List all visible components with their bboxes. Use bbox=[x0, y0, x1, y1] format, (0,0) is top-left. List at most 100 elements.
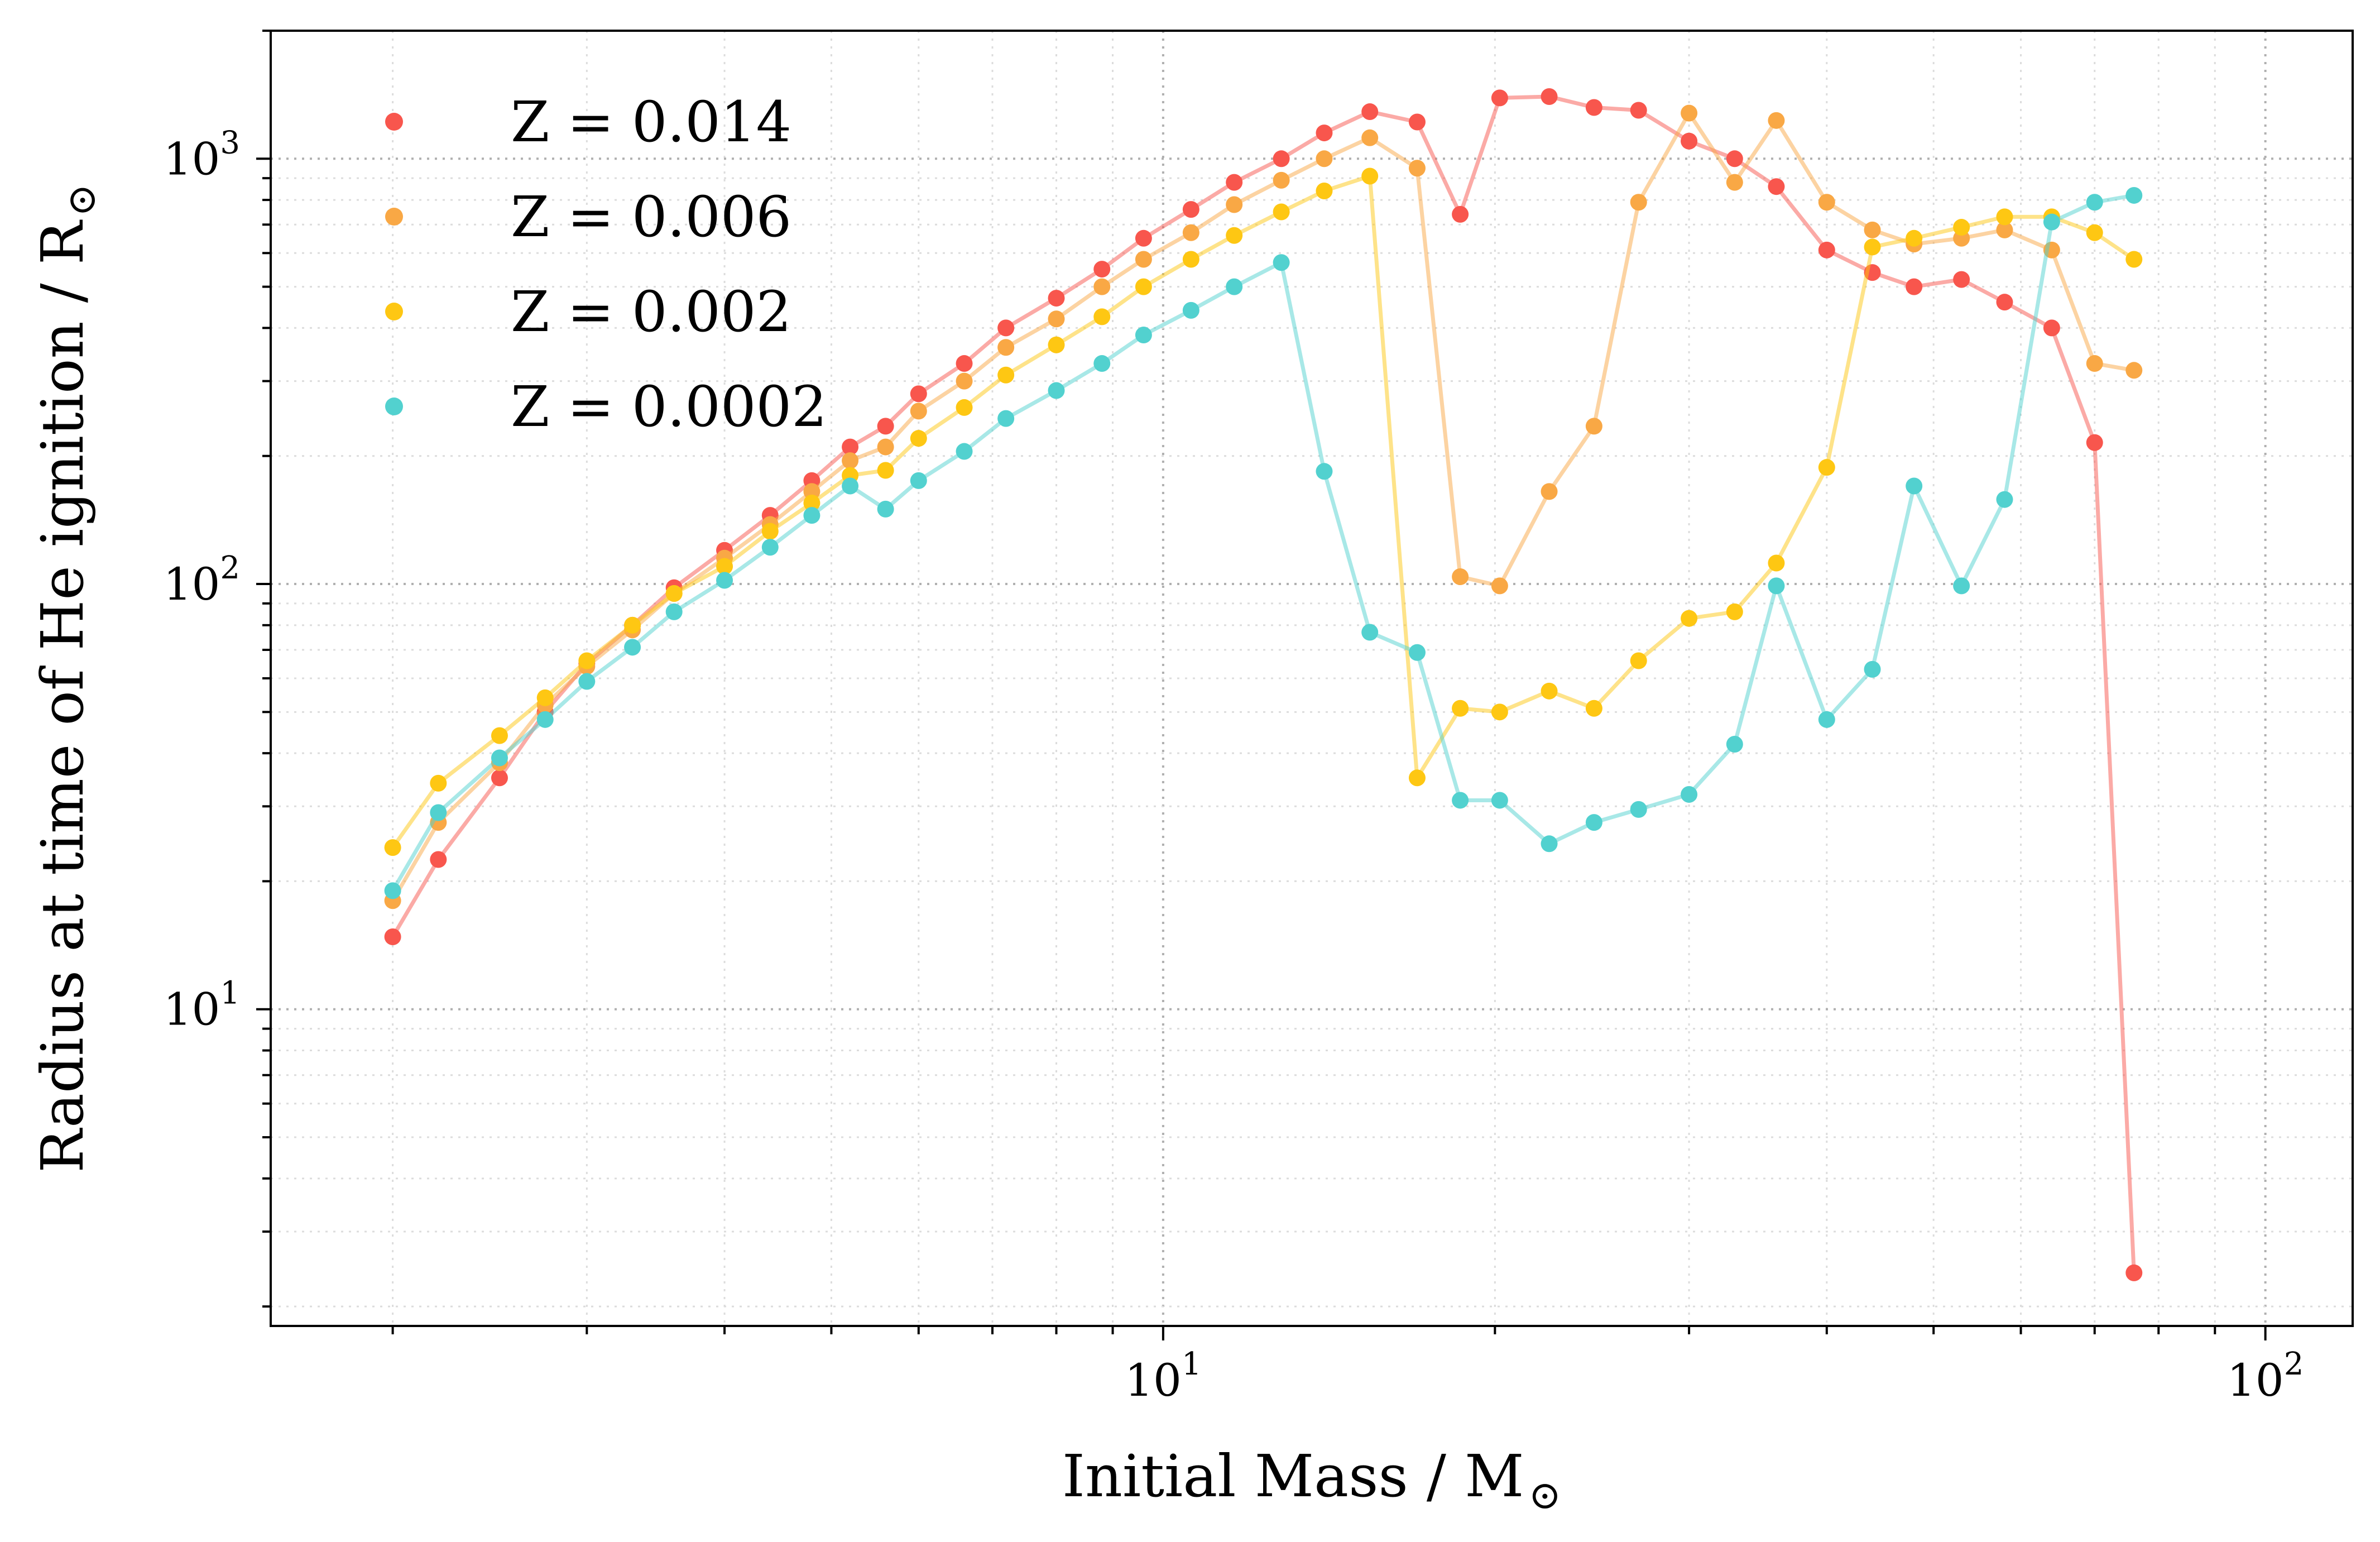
data-point bbox=[1135, 327, 1152, 344]
x-tick-label: 102 bbox=[2227, 1346, 2304, 1406]
data-point bbox=[956, 399, 973, 416]
data-point bbox=[1818, 241, 1835, 258]
data-point bbox=[384, 928, 401, 946]
data-point bbox=[1541, 835, 1558, 853]
series-line bbox=[391, 94, 2136, 1273]
data-point bbox=[956, 443, 973, 460]
data-point bbox=[803, 495, 820, 512]
data-point bbox=[1681, 786, 1698, 803]
data-point bbox=[430, 851, 447, 868]
data-point bbox=[877, 462, 894, 479]
data-point bbox=[384, 882, 401, 899]
data-point bbox=[1226, 174, 1243, 191]
data-point bbox=[1768, 554, 1785, 572]
data-point bbox=[1818, 194, 1835, 211]
data-point bbox=[877, 438, 894, 456]
y-axis-label-sub: ⊙ bbox=[59, 184, 104, 217]
data-point bbox=[1226, 278, 1243, 295]
data-point bbox=[2125, 186, 2143, 204]
data-point bbox=[1585, 814, 1602, 831]
data-point bbox=[1408, 644, 1426, 661]
data-point bbox=[430, 774, 447, 792]
legend-marker bbox=[385, 398, 403, 415]
data-point bbox=[803, 507, 820, 524]
data-point bbox=[1726, 735, 1743, 753]
legend: Z = 0.014 Z = 0.006 Z = 0.002 Z = 0.0002 bbox=[385, 89, 827, 439]
legend-marker bbox=[385, 208, 403, 226]
data-point bbox=[1273, 150, 1290, 167]
x-axis-label-sub: ⊙ bbox=[1528, 1472, 1561, 1518]
data-point bbox=[1408, 113, 1426, 131]
y-tick-label-exp: 2 bbox=[220, 550, 240, 586]
data-point bbox=[1681, 104, 1698, 122]
data-point bbox=[956, 372, 973, 390]
data-point bbox=[1491, 792, 1508, 809]
data-point bbox=[1452, 700, 1469, 717]
data-point bbox=[665, 603, 683, 620]
data-point bbox=[1093, 278, 1111, 295]
data-point bbox=[2086, 224, 2103, 241]
data-point bbox=[1273, 254, 1290, 271]
x-tick-label: 101 bbox=[1125, 1346, 1201, 1406]
data-point bbox=[1818, 459, 1835, 476]
data-point bbox=[910, 430, 927, 447]
data-point bbox=[877, 500, 894, 518]
data-point bbox=[2043, 319, 2060, 337]
data-point bbox=[1768, 178, 1785, 195]
data-point bbox=[1316, 182, 1333, 199]
x-tick-label-exp: 2 bbox=[2284, 1346, 2304, 1382]
data-point bbox=[1630, 102, 1647, 119]
data-point bbox=[1408, 160, 1426, 177]
series-2 bbox=[384, 167, 2143, 856]
data-point bbox=[665, 585, 683, 602]
data-point bbox=[536, 711, 554, 728]
data-point bbox=[1585, 418, 1602, 435]
data-point bbox=[997, 410, 1015, 427]
legend-marker bbox=[385, 303, 403, 320]
data-point bbox=[1452, 205, 1469, 223]
data-point bbox=[384, 839, 401, 856]
data-point bbox=[1093, 308, 1111, 325]
data-point bbox=[1491, 577, 1508, 595]
data-point bbox=[2086, 355, 2103, 372]
y-tick-label-exp: 1 bbox=[220, 975, 240, 1012]
data-point bbox=[1273, 171, 1290, 189]
x-axis-label-text: Initial Mass / M bbox=[1062, 1442, 1524, 1510]
data-point bbox=[1452, 568, 1469, 586]
data-point bbox=[716, 558, 733, 575]
data-point bbox=[1630, 801, 1647, 818]
data-point bbox=[1953, 219, 1970, 236]
data-point bbox=[1726, 150, 1743, 167]
data-point bbox=[956, 355, 973, 372]
data-point bbox=[1953, 577, 1970, 595]
data-point bbox=[536, 689, 554, 706]
data-point bbox=[491, 727, 508, 744]
data-point bbox=[1818, 711, 1835, 728]
y-tick-label: 102 bbox=[164, 550, 240, 610]
data-point bbox=[1182, 301, 1199, 319]
data-point bbox=[1361, 624, 1379, 641]
series-3 bbox=[384, 186, 2143, 899]
data-point bbox=[1226, 227, 1243, 244]
data-point bbox=[491, 769, 508, 787]
data-point bbox=[1726, 174, 1743, 191]
data-point bbox=[1316, 463, 1333, 480]
data-point bbox=[1726, 603, 1743, 620]
x-tick-label-exp: 1 bbox=[1182, 1346, 1202, 1382]
data-point bbox=[842, 438, 859, 456]
data-point bbox=[877, 418, 894, 435]
data-point bbox=[1681, 132, 1698, 150]
data-point bbox=[803, 483, 820, 500]
data-point bbox=[997, 339, 1015, 356]
series-line bbox=[391, 174, 2136, 849]
data-point bbox=[1408, 769, 1426, 787]
data-point bbox=[1361, 167, 1379, 185]
data-point bbox=[1135, 278, 1152, 295]
legend-marker bbox=[385, 113, 403, 131]
data-point bbox=[1491, 89, 1508, 107]
data-point bbox=[1585, 700, 1602, 717]
data-point bbox=[2125, 362, 2143, 379]
data-point bbox=[2125, 251, 2143, 268]
